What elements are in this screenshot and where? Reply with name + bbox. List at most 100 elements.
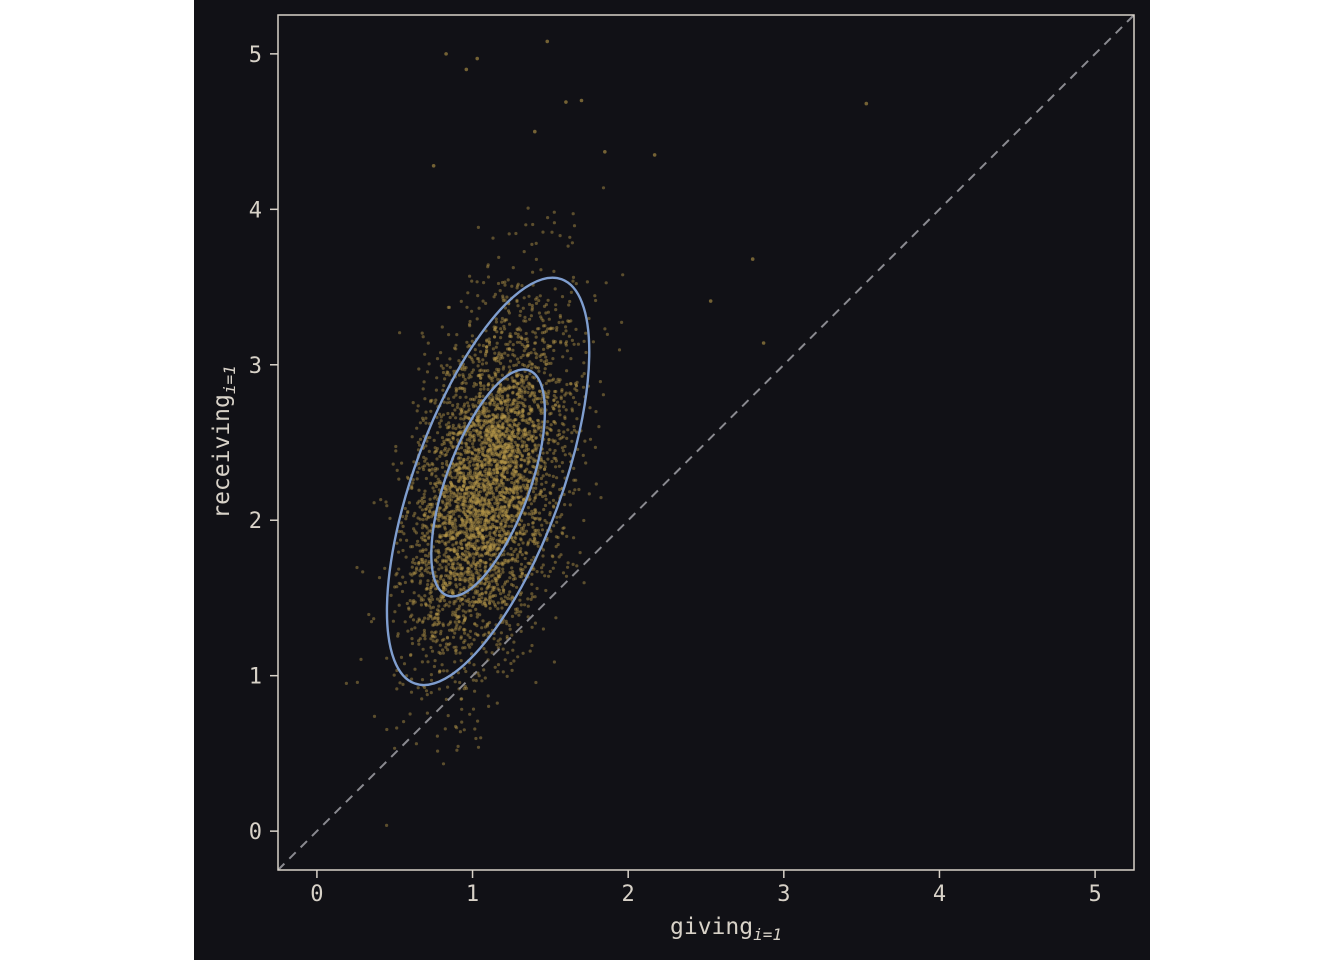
data-point (488, 483, 492, 487)
data-point (481, 465, 485, 469)
data-point (479, 443, 483, 447)
data-point (536, 472, 540, 476)
y-tick-label: 0 (249, 820, 262, 845)
data-point (479, 545, 484, 549)
data-point (455, 558, 459, 562)
data-point (434, 539, 438, 543)
data-point (470, 522, 474, 526)
data-point (538, 408, 542, 412)
data-point (516, 396, 520, 400)
data-point (512, 640, 516, 644)
data-point (435, 449, 439, 453)
data-point (500, 459, 504, 463)
data-point (471, 534, 475, 538)
data-point (471, 421, 475, 425)
data-point (487, 461, 491, 465)
data-point (466, 567, 470, 571)
data-point (563, 444, 567, 449)
data-point (459, 446, 464, 450)
data-point (515, 532, 519, 537)
data-point (480, 548, 484, 552)
data-point (485, 622, 489, 627)
data-point (470, 481, 474, 485)
data-point (471, 368, 475, 372)
data-point (495, 441, 499, 445)
data-point (522, 379, 526, 383)
data-point (486, 383, 490, 387)
data-point (471, 520, 475, 524)
data-point (526, 604, 530, 608)
data-point (494, 466, 498, 470)
data-point (506, 651, 510, 655)
data-point (424, 602, 428, 606)
data-point (501, 570, 505, 574)
data-point (471, 492, 475, 497)
data-point (582, 361, 586, 365)
data-point (458, 564, 462, 568)
data-point (477, 412, 481, 416)
data-point (441, 501, 445, 505)
data-point (463, 482, 467, 486)
data-point (488, 438, 493, 442)
data-point (445, 501, 449, 505)
data-point (496, 546, 500, 551)
data-point (474, 552, 478, 557)
data-point (511, 553, 515, 557)
data-point (461, 646, 465, 650)
data-point (444, 534, 448, 538)
data-point (536, 544, 540, 548)
data-point (505, 408, 509, 412)
data-point (459, 697, 463, 701)
data-point (554, 303, 558, 307)
data-point (519, 486, 523, 490)
data-point (468, 459, 472, 463)
data-point (498, 433, 502, 437)
data-point (428, 510, 432, 514)
data-point (515, 460, 519, 464)
data-point (496, 425, 500, 429)
data-point (490, 506, 494, 510)
data-point (541, 230, 545, 234)
data-point (421, 548, 425, 552)
data-point (516, 424, 520, 428)
data-point (446, 438, 450, 442)
data-point (483, 457, 487, 461)
data-point (410, 545, 415, 549)
data-point (478, 559, 482, 563)
data-point (455, 405, 459, 409)
data-point (510, 633, 514, 637)
data-point (452, 395, 456, 399)
data-point (468, 474, 472, 478)
data-point (469, 519, 473, 523)
data-point (461, 466, 465, 470)
data-point (476, 526, 480, 530)
data-point (503, 449, 507, 454)
data-point (489, 574, 493, 578)
data-point (515, 340, 519, 344)
data-point (492, 477, 496, 482)
data-point (491, 518, 495, 522)
data-point (492, 448, 496, 452)
data-point (490, 522, 495, 527)
data-point (469, 563, 473, 567)
data-point (476, 532, 480, 536)
data-point (458, 460, 462, 464)
data-point (442, 441, 446, 446)
data-point (481, 538, 485, 542)
data-point (511, 451, 515, 455)
data-point (493, 511, 497, 515)
data-point (449, 581, 453, 585)
data-point (462, 506, 466, 510)
data-point (487, 580, 491, 584)
data-point (498, 539, 502, 543)
data-point (473, 622, 477, 626)
data-point (530, 435, 534, 439)
data-point (444, 602, 448, 607)
data-point (531, 384, 535, 388)
data-point (483, 474, 487, 478)
data-point (413, 561, 417, 566)
data-point (473, 467, 477, 471)
data-point (511, 266, 515, 270)
data-point (489, 376, 493, 381)
data-point (462, 666, 466, 671)
